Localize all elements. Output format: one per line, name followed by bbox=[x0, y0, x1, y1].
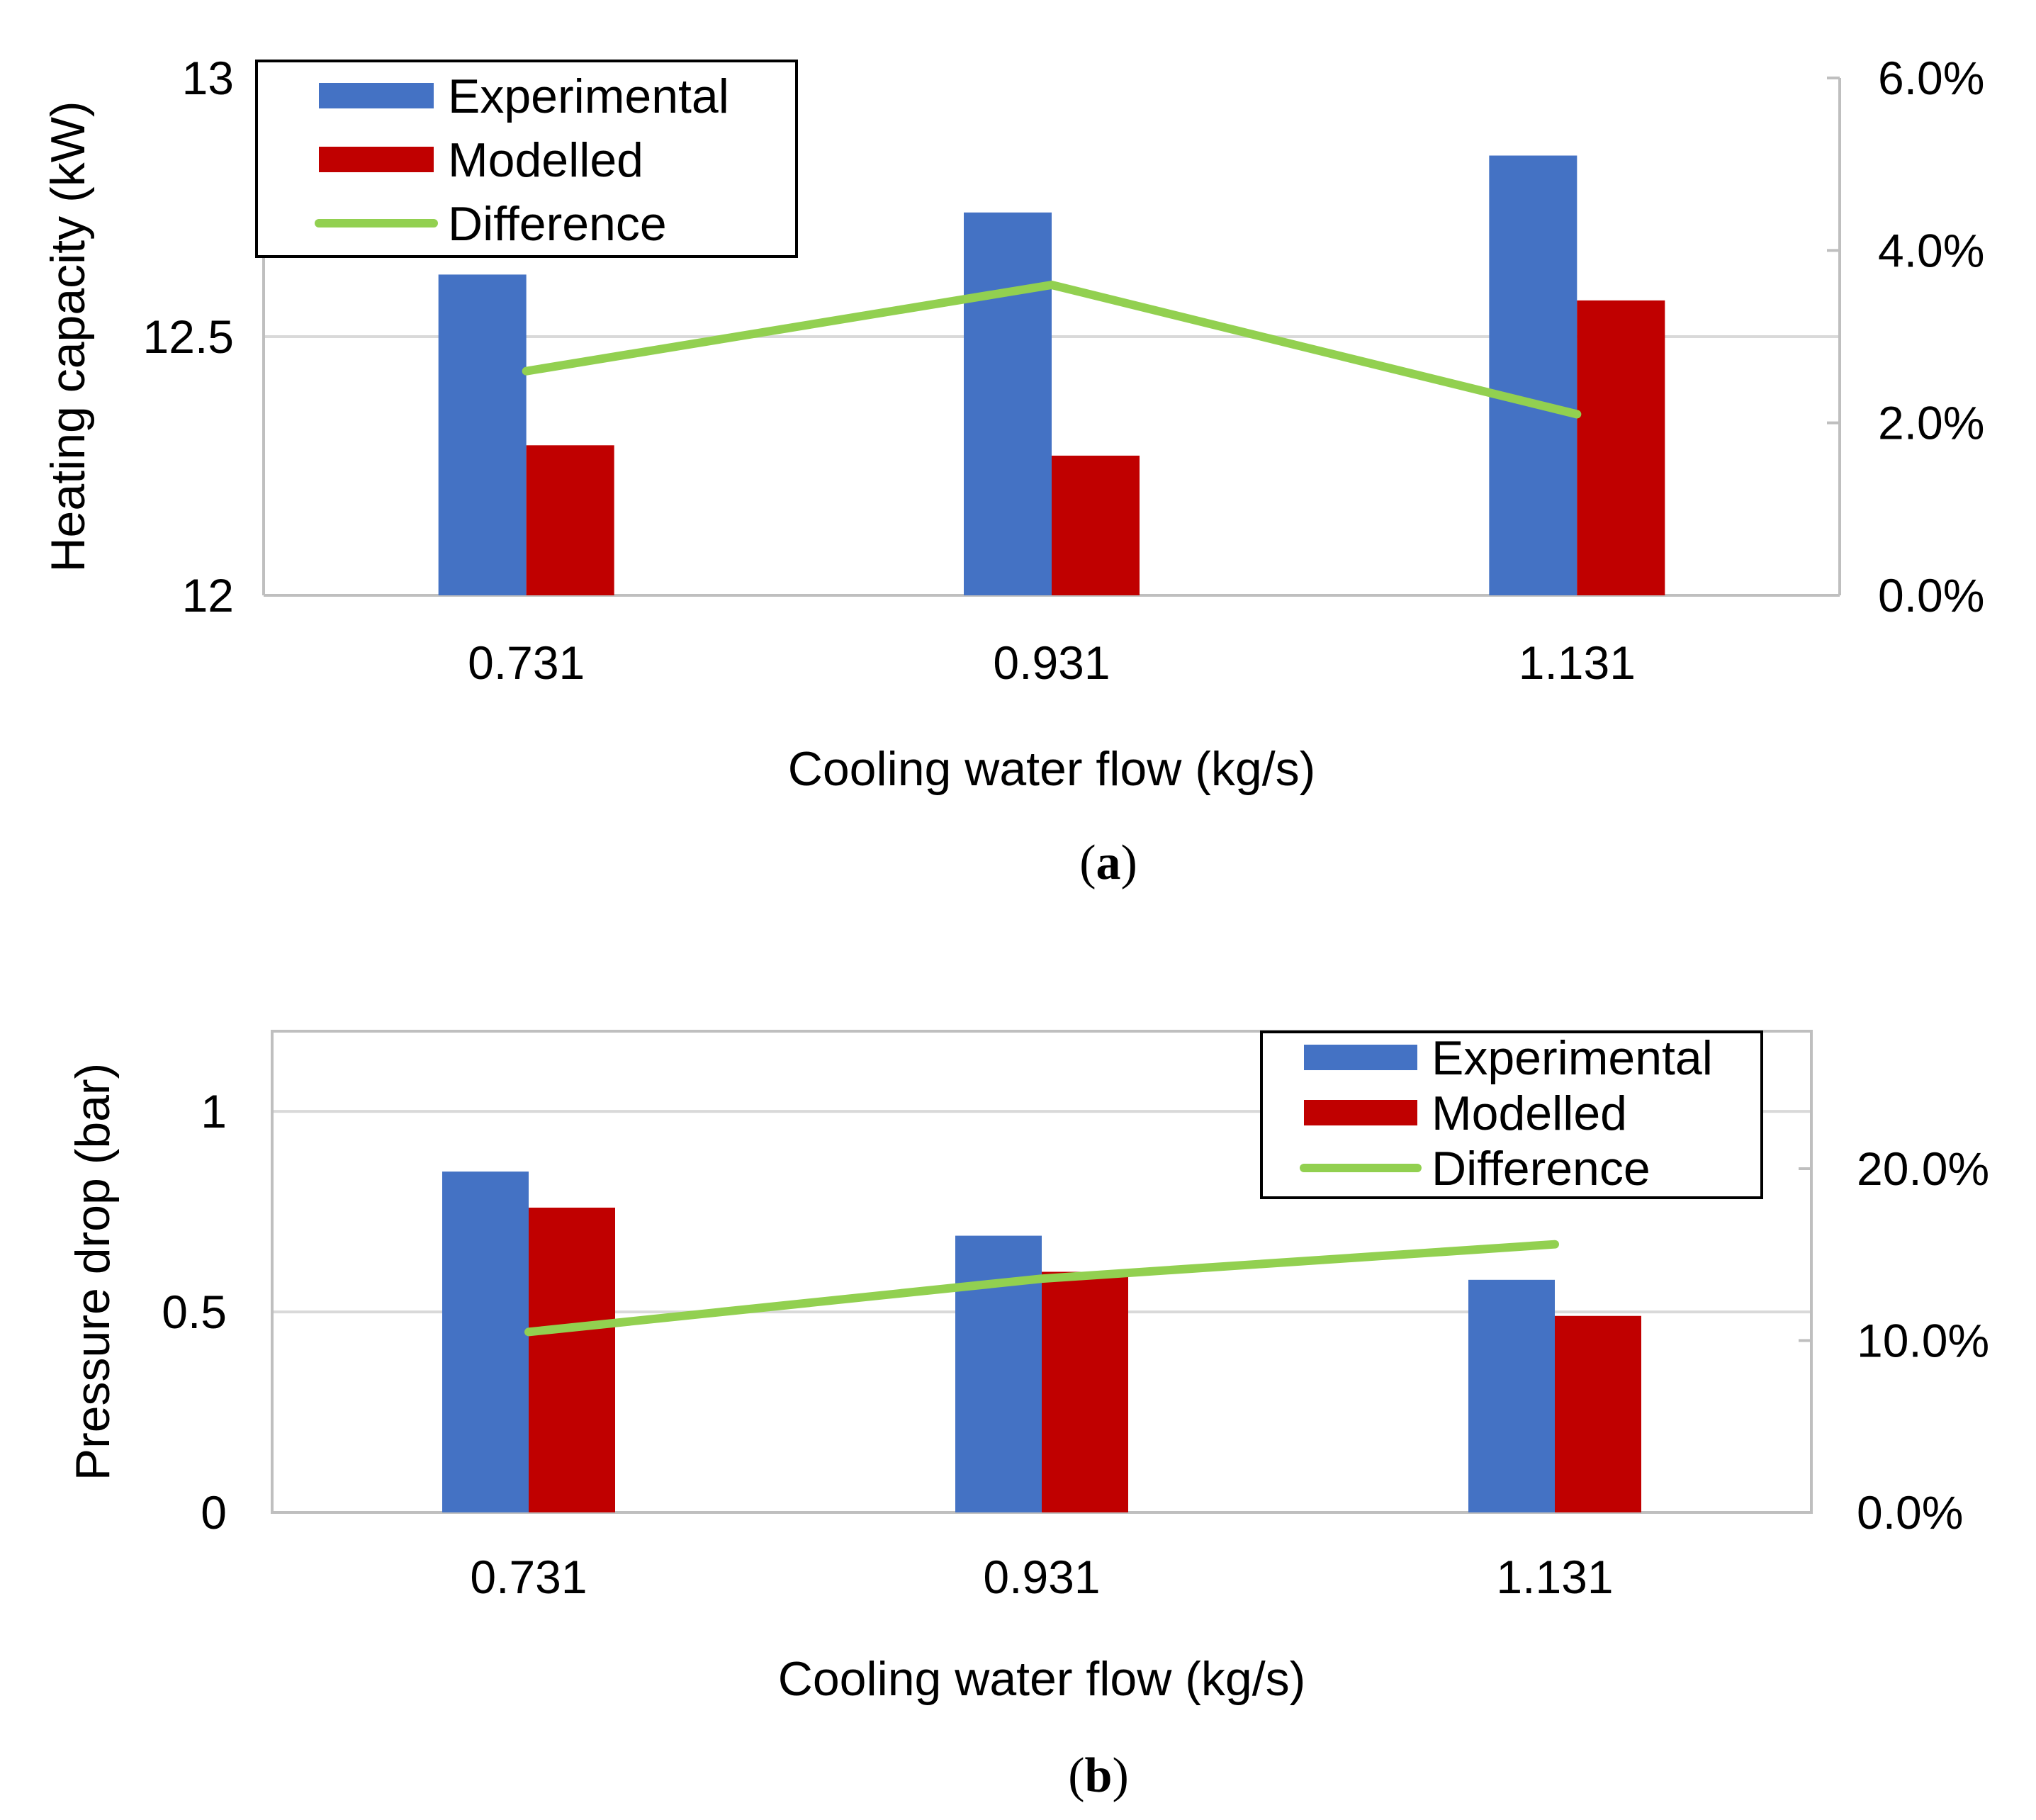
x-tick-label: 0.931 bbox=[983, 1551, 1100, 1603]
y-axis-tick-labels: 0 0.5 1 bbox=[162, 1085, 227, 1539]
y2-tick-label: 20.0% bbox=[1857, 1142, 1989, 1195]
y-tick-label: 0 bbox=[201, 1486, 227, 1539]
legend-swatch-experimental bbox=[319, 83, 434, 108]
bar-modelled-1_131 bbox=[1577, 300, 1665, 595]
bar-experimental-1_131 bbox=[1468, 1279, 1555, 1512]
caption-letter: a bbox=[1096, 836, 1121, 890]
x-axis-title: Cooling water flow (kg/s) bbox=[778, 1652, 1305, 1706]
legend-label-difference: Difference bbox=[1432, 1142, 1650, 1196]
y2-tick-label: 0.0% bbox=[1857, 1486, 1963, 1539]
legend: Experimental Modelled Difference bbox=[1260, 1030, 1763, 1199]
x-tick-label: 0.931 bbox=[993, 636, 1110, 689]
y-tick-label: 1 bbox=[201, 1085, 227, 1138]
bar-modelled-1_131 bbox=[1555, 1315, 1641, 1512]
x-axis-tick-labels: 0.731 0.931 1.131 bbox=[468, 636, 1636, 689]
y-axis-title: Pressure drop (bar) bbox=[66, 1063, 120, 1481]
legend-swatch-modelled bbox=[1304, 1100, 1417, 1125]
legend-label-experimental: Experimental bbox=[1432, 1031, 1713, 1085]
secondary-y-axis-tick-labels: 0.0% 10.0% 20.0% bbox=[1857, 1142, 1989, 1539]
difference-line-series bbox=[522, 281, 1582, 419]
x-tick-label: 0.731 bbox=[470, 1551, 587, 1603]
x-axis-tick-labels: 0.731 0.931 1.131 bbox=[470, 1551, 1613, 1603]
y2-tick-label: 10.0% bbox=[1857, 1315, 1989, 1367]
y2-tick-label: 6.0% bbox=[1878, 52, 1984, 104]
x-tick-label: 0.731 bbox=[468, 636, 585, 689]
legend-label-difference: Difference bbox=[448, 197, 667, 251]
caption-letter: b bbox=[1085, 1748, 1113, 1803]
legend-swatch-experimental bbox=[1304, 1045, 1417, 1070]
bar-modelled-0_931 bbox=[1052, 455, 1140, 595]
bars bbox=[438, 155, 1665, 595]
bar-experimental-0_931 bbox=[964, 212, 1052, 595]
x-axis-title: Cooling water flow (kg/s) bbox=[788, 742, 1315, 796]
secondary-y-axis-tick-labels: 0.0% 2.0% 4.0% 6.0% bbox=[1878, 52, 1984, 622]
y-axis-title: Heating capacity (kW) bbox=[41, 101, 95, 572]
legend: Experimental Modelled Difference bbox=[255, 60, 798, 258]
y-tick-label: 13 bbox=[182, 52, 234, 104]
y-axis-tick-labels: 12 12.5 13 bbox=[143, 52, 234, 622]
y2-tick-label: 0.0% bbox=[1878, 569, 1984, 622]
y2-tick-label: 4.0% bbox=[1878, 224, 1984, 276]
y-tick-label: 0.5 bbox=[162, 1286, 227, 1338]
bar-experimental-0_731 bbox=[438, 274, 527, 595]
bar-experimental-0_731 bbox=[442, 1172, 529, 1512]
bar-modelled-0_731 bbox=[526, 445, 614, 595]
bar-modelled-0_731 bbox=[529, 1207, 615, 1512]
bar-experimental-1_131 bbox=[1489, 155, 1577, 595]
figure-caption: (a) bbox=[1079, 836, 1137, 890]
legend-label-modelled: Modelled bbox=[448, 133, 643, 187]
bar-modelled-0_931 bbox=[1042, 1271, 1128, 1512]
figure-caption: (b) bbox=[1068, 1748, 1129, 1803]
x-tick-label: 1.131 bbox=[1519, 636, 1636, 689]
y2-tick-label: 2.0% bbox=[1878, 397, 1984, 449]
legend-swatch-modelled bbox=[319, 147, 434, 172]
y-tick-label: 12.5 bbox=[143, 310, 234, 363]
y-tick-label: 12 bbox=[182, 569, 234, 622]
legend-label-experimental: Experimental bbox=[448, 69, 729, 123]
x-tick-label: 1.131 bbox=[1496, 1551, 1613, 1603]
legend-label-modelled: Modelled bbox=[1432, 1086, 1627, 1140]
chart-panel-b: 0 0.5 1 0.0% 10.0% 20.0% 0.731 0.931 1.1… bbox=[66, 1030, 1989, 1803]
difference-line-series bbox=[524, 1240, 1559, 1337]
chart-panel-a: 12 12.5 13 0.0% 2.0% 4.0% 6.0% 0.731 0.9… bbox=[41, 52, 1984, 890]
